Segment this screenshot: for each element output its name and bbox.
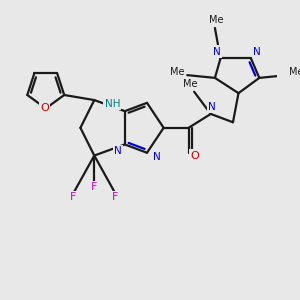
Text: N: N <box>114 146 122 156</box>
Text: F: F <box>70 192 77 202</box>
Text: NH: NH <box>105 99 120 109</box>
Text: Me: Me <box>209 15 224 25</box>
Text: N: N <box>208 102 216 112</box>
Text: N: N <box>213 46 221 56</box>
Text: N: N <box>153 152 160 162</box>
Text: F: F <box>112 192 118 202</box>
Text: Me: Me <box>170 67 185 77</box>
Text: O: O <box>40 103 49 113</box>
Text: F: F <box>91 182 98 192</box>
Text: O: O <box>190 151 199 160</box>
Text: N: N <box>253 46 260 56</box>
Text: Me: Me <box>290 67 300 77</box>
Text: Me: Me <box>183 79 197 89</box>
